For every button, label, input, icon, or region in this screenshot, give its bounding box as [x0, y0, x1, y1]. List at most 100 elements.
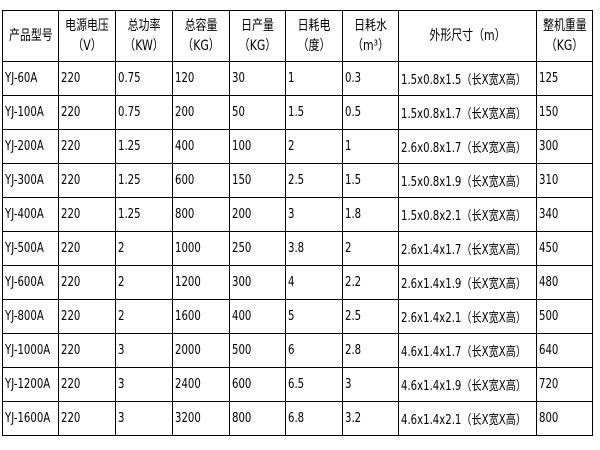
- table-row: YJ-800A 220 2 1600 400 5 2.5 2.6x1.4x2.1（长X宽X高）…: [2, 299, 593, 334]
- spec-table: 产品型号 电源电压 （V） 总功率 （KW） 总容量 （KG） 日产量 （KG） 日耗电 （度） 日耗…: [2, 10, 593, 436]
- table-cell: 220: [58, 231, 116, 266]
- table-cell: 200: [172, 95, 230, 130]
- table-cell: 1.25: [115, 197, 173, 232]
- table-cell: 6: [285, 333, 343, 368]
- cell-text: 4.6x1.4x2.1（长X宽X高）: [401, 413, 526, 428]
- table-cell: 500: [536, 299, 593, 334]
- cell-text: 5: [288, 309, 295, 324]
- table-cell: 4.6x1.4x1.9（长X宽X高）: [398, 367, 537, 402]
- table-cell: YJ-1000A: [2, 333, 59, 368]
- table-row: YJ-60A 220 0.75 120 30 1 0.3 1.5x0.8x1.5（长X宽X高）…: [2, 61, 593, 96]
- table-cell: 2: [285, 129, 343, 164]
- table-cell: 300: [536, 129, 593, 164]
- cell-text: 2400: [175, 377, 201, 392]
- cell-text: YJ-800A: [5, 309, 44, 324]
- table-cell: 220: [58, 401, 116, 436]
- cell-text: 30: [232, 71, 245, 86]
- table-cell: 2000: [172, 333, 230, 368]
- cell-text: 2.6x1.4x1.9（长X宽X高）: [401, 277, 526, 292]
- cell-text: 220: [61, 411, 81, 426]
- cell-text: YJ-1200A: [5, 377, 51, 392]
- cell-text: 340: [539, 207, 559, 222]
- cell-text: 1.25: [118, 139, 141, 154]
- cell-text: 4.6x1.4x1.9（长X宽X高）: [401, 379, 526, 394]
- header-cell: 整机重量 （KG）: [536, 10, 593, 62]
- table-cell: 400: [172, 129, 230, 164]
- table-cell: 1.5x0.8x2.1（长X宽X高）: [398, 197, 537, 232]
- table-cell: YJ-400A: [2, 197, 59, 232]
- table-cell: 150: [536, 95, 593, 130]
- cell-text: 150: [232, 173, 252, 188]
- table-cell: 220: [58, 163, 116, 198]
- table-cell: 1000: [172, 231, 230, 266]
- table-cell: 4: [285, 265, 343, 300]
- cell-text: （KG）: [238, 38, 277, 54]
- table-cell: 640: [536, 333, 593, 368]
- table-cell: 800: [536, 401, 593, 436]
- table-cell: 2: [342, 231, 399, 266]
- cell-text: YJ-60A: [5, 71, 38, 86]
- cell-text: 500: [539, 309, 559, 324]
- header-cell: 日产量 （KG）: [229, 10, 286, 62]
- table-cell: 220: [58, 129, 116, 164]
- cell-text: 1.5x0.8x2.1（长X宽X高）: [401, 209, 526, 224]
- table-cell: 3.2: [342, 401, 399, 436]
- table-cell: 800: [172, 197, 230, 232]
- table-cell: 1: [285, 61, 343, 96]
- cell-text: 3: [345, 377, 352, 392]
- cell-text: （度）: [297, 38, 331, 54]
- cell-text: 2: [345, 241, 352, 256]
- table-row: YJ-100A 220 0.75 200 50 1.5 0.5 1.5x0.8x1.7（长X宽…: [2, 95, 593, 130]
- table-cell: YJ-600A: [2, 265, 59, 300]
- cell-text: （KW）: [124, 38, 164, 54]
- table-cell: YJ-1200A: [2, 367, 59, 402]
- table-cell: 6.5: [285, 367, 343, 402]
- table-cell: 0.3: [342, 61, 399, 96]
- cell-text: YJ-1600A: [5, 411, 51, 426]
- cell-text: YJ-1000A: [5, 343, 51, 358]
- table-cell: 1200: [172, 265, 230, 300]
- cell-text: 2.6x1.4x1.7（长X宽X高）: [401, 243, 526, 258]
- table-cell: 2.8: [342, 333, 399, 368]
- table-cell: 3.8: [285, 231, 343, 266]
- table-cell: 2.5: [342, 299, 399, 334]
- table-cell: 120: [172, 61, 230, 96]
- table-cell: YJ-800A: [2, 299, 59, 334]
- cell-text: 4: [288, 275, 295, 290]
- table-cell: 3200: [172, 401, 230, 436]
- cell-text: 50: [232, 105, 245, 120]
- table-cell: 2.6x1.4x1.7（长X宽X高）: [398, 231, 537, 266]
- table-cell: 100: [229, 129, 286, 164]
- cell-text: 0.75: [118, 105, 141, 120]
- cell-text: 125: [539, 71, 559, 86]
- table-cell: 1600: [172, 299, 230, 334]
- cell-text: 3: [118, 377, 125, 392]
- cell-text: 1600: [175, 309, 201, 324]
- cell-text: YJ-400A: [5, 207, 44, 222]
- cell-text: （V）: [72, 38, 102, 54]
- cell-text: 150: [539, 105, 559, 120]
- table-cell: 2.6x1.4x1.9（长X宽X高）: [398, 265, 537, 300]
- cell-text: 2.2: [345, 275, 362, 290]
- table-row: YJ-500A 220 2 1000 250 3.8 2 2.6x1.4x1.7（长X宽X高）…: [2, 231, 593, 266]
- table-cell: 5: [285, 299, 343, 334]
- header-cell: 电源电压 （V）: [58, 10, 116, 62]
- table-cell: 2: [115, 299, 173, 334]
- cell-text: 500: [232, 343, 252, 358]
- table-row: YJ-600A 220 2 1200 300 4 2.2 2.6x1.4x1.9（长X宽X高）…: [2, 265, 593, 300]
- cell-text: 1200: [175, 275, 201, 290]
- cell-text: 480: [539, 275, 559, 290]
- table-cell: YJ-300A: [2, 163, 59, 198]
- cell-text: 整机重量: [543, 18, 587, 34]
- table-cell: 720: [536, 367, 593, 402]
- table-cell: 1.8: [342, 197, 399, 232]
- cell-text: 2.5: [288, 173, 305, 188]
- table-cell: 220: [58, 95, 116, 130]
- cell-text: 300: [232, 275, 252, 290]
- cell-text: 220: [61, 207, 81, 222]
- table-cell: 800: [229, 401, 286, 436]
- cell-text: 日耗水: [354, 18, 387, 34]
- cell-text: 800: [232, 411, 252, 426]
- table-cell: 1.5x0.8x1.5（长X宽X高）: [398, 61, 537, 96]
- table-cell: 1.5x0.8x1.9（长X宽X高）: [398, 163, 537, 198]
